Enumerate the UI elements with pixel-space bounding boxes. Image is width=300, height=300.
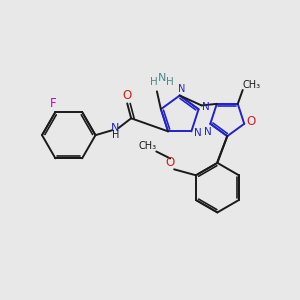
Text: N: N bbox=[205, 127, 212, 137]
Text: N: N bbox=[202, 102, 209, 112]
Text: O: O bbox=[247, 115, 256, 128]
Text: O: O bbox=[123, 89, 132, 102]
Text: N: N bbox=[111, 123, 119, 133]
Text: H: H bbox=[150, 77, 158, 88]
Text: N: N bbox=[194, 128, 202, 138]
Text: F: F bbox=[50, 97, 57, 110]
Text: CH₃: CH₃ bbox=[243, 80, 261, 90]
Text: H: H bbox=[112, 130, 119, 140]
Text: O: O bbox=[166, 156, 175, 169]
Text: H: H bbox=[166, 77, 174, 88]
Text: N: N bbox=[178, 84, 185, 94]
Text: N: N bbox=[158, 74, 166, 83]
Text: CH₃: CH₃ bbox=[138, 140, 156, 151]
